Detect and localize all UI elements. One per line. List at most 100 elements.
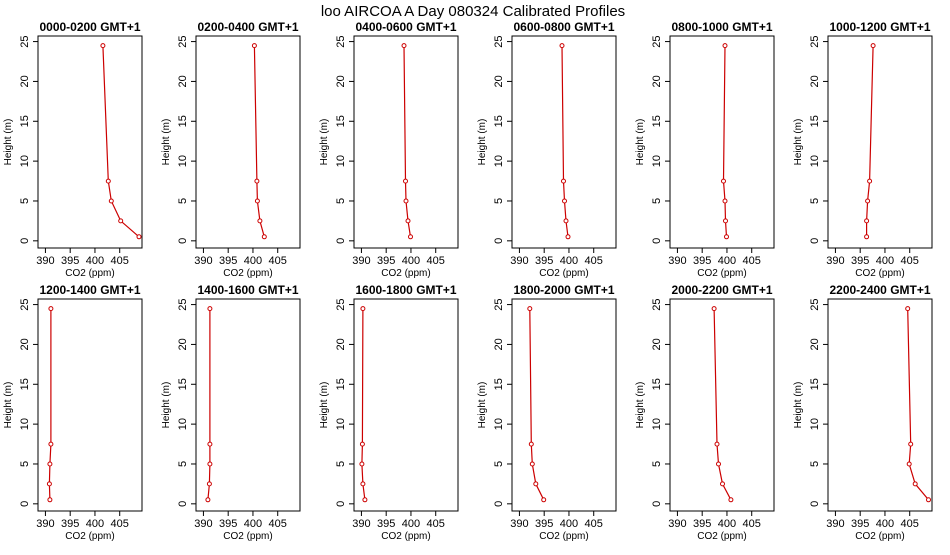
data-point [906, 461, 912, 467]
data-point [359, 441, 365, 447]
panel-title: 0600-0800 GMT+1 [513, 20, 614, 34]
y-tick-label: 20 [177, 338, 189, 350]
x-axis-label: CO2 (ppm) [65, 531, 114, 542]
y-tick-label: 10 [177, 155, 189, 167]
y-axis-label: Height (m) [3, 119, 14, 166]
profile-line [207, 308, 211, 500]
profile-line [361, 308, 366, 500]
profile-line [722, 45, 728, 237]
y-tick-label: 10 [809, 418, 821, 430]
y-axis-label: Height (m) [319, 119, 330, 166]
x-axis-label: CO2 (ppm) [381, 531, 430, 542]
x-tick-label: 390 [36, 518, 54, 530]
data-point [720, 481, 725, 487]
panel-title: 2200-2400 GMT+1 [829, 283, 930, 297]
x-tick-label: 395 [851, 255, 869, 267]
x-tick-label: 390 [510, 518, 528, 530]
y-axis-label: Height (m) [477, 382, 488, 429]
data-point [48, 441, 54, 447]
y-tick-label: 25 [493, 298, 505, 310]
data-point [541, 497, 547, 503]
y-tick-label: 0 [651, 501, 663, 507]
y-axis-label: Height (m) [635, 382, 646, 429]
plot-frame [37, 35, 143, 249]
y-tick-label: 15 [493, 115, 505, 127]
data-point [865, 198, 871, 204]
x-axis-label: CO2 (ppm) [539, 268, 588, 279]
x-tick-label: 400 [718, 518, 736, 530]
y-tick-label: 5 [177, 461, 189, 467]
data-point [714, 441, 720, 447]
data-point [254, 178, 260, 184]
x-tick-label: 395 [693, 255, 711, 267]
panel-title: 1400-1600 GMT+1 [197, 283, 298, 297]
y-tick-label: 0 [19, 238, 31, 244]
x-tick-label: 395 [535, 518, 553, 530]
plot-frame [353, 35, 459, 249]
data-point [136, 234, 142, 240]
x-axis-label: CO2 (ppm) [855, 531, 904, 542]
data-point [533, 481, 539, 487]
x-tick-label: 400 [402, 255, 420, 267]
x-tick-label: 405 [111, 518, 129, 530]
data-point [403, 198, 409, 204]
profile-line [403, 45, 412, 237]
x-tick-label: 400 [86, 255, 104, 267]
y-tick-label: 15 [19, 378, 31, 390]
plot-frame [511, 298, 617, 512]
data-point [528, 441, 534, 447]
data-point [529, 461, 535, 467]
x-tick-label: 400 [402, 518, 420, 530]
x-tick-label: 390 [826, 255, 844, 267]
x-axis-label: CO2 (ppm) [855, 268, 904, 279]
y-tick-label: 25 [19, 35, 31, 47]
y-tick-label: 0 [809, 501, 821, 507]
x-axis-label: CO2 (ppm) [381, 268, 430, 279]
x-tick-label: 405 [585, 255, 603, 267]
data-point [527, 306, 533, 312]
x-axis-label: CO2 (ppm) [697, 268, 746, 279]
x-axis-label: CO2 (ppm) [223, 531, 272, 542]
y-axis-label: Height (m) [635, 119, 646, 166]
x-tick-label: 390 [510, 255, 528, 267]
data-point [207, 306, 213, 312]
y-tick-label: 5 [809, 198, 821, 204]
y-tick-label: 25 [177, 298, 189, 310]
x-axis-label: CO2 (ppm) [65, 268, 114, 279]
panel-title: 1200-1400 GMT+1 [39, 283, 140, 297]
plot-frame [669, 35, 775, 249]
x-tick-label: 405 [901, 518, 919, 530]
x-tick-label: 400 [244, 518, 262, 530]
data-point [864, 218, 870, 224]
x-tick-label: 395 [61, 255, 79, 267]
y-tick-label: 20 [493, 75, 505, 87]
data-point [261, 234, 267, 240]
x-tick-label: 395 [377, 518, 395, 530]
data-point [721, 178, 726, 184]
y-tick-label: 0 [177, 501, 189, 507]
x-tick-label: 395 [219, 518, 237, 530]
y-tick-label: 25 [809, 298, 821, 310]
x-tick-label: 400 [718, 255, 736, 267]
data-point [359, 461, 365, 467]
y-tick-label: 20 [651, 338, 663, 350]
y-tick-label: 15 [177, 115, 189, 127]
x-tick-label: 405 [427, 255, 445, 267]
y-tick-label: 5 [177, 198, 189, 204]
data-point [48, 306, 54, 312]
panel-title: 1000-1200 GMT+1 [829, 20, 930, 34]
profile-line [102, 45, 140, 238]
plot-frame [669, 298, 775, 512]
data-point [565, 234, 571, 240]
x-tick-label: 405 [111, 255, 129, 267]
x-tick-label: 405 [427, 518, 445, 530]
y-tick-label: 20 [651, 75, 663, 87]
data-point [722, 198, 728, 204]
y-tick-label: 10 [809, 155, 821, 167]
